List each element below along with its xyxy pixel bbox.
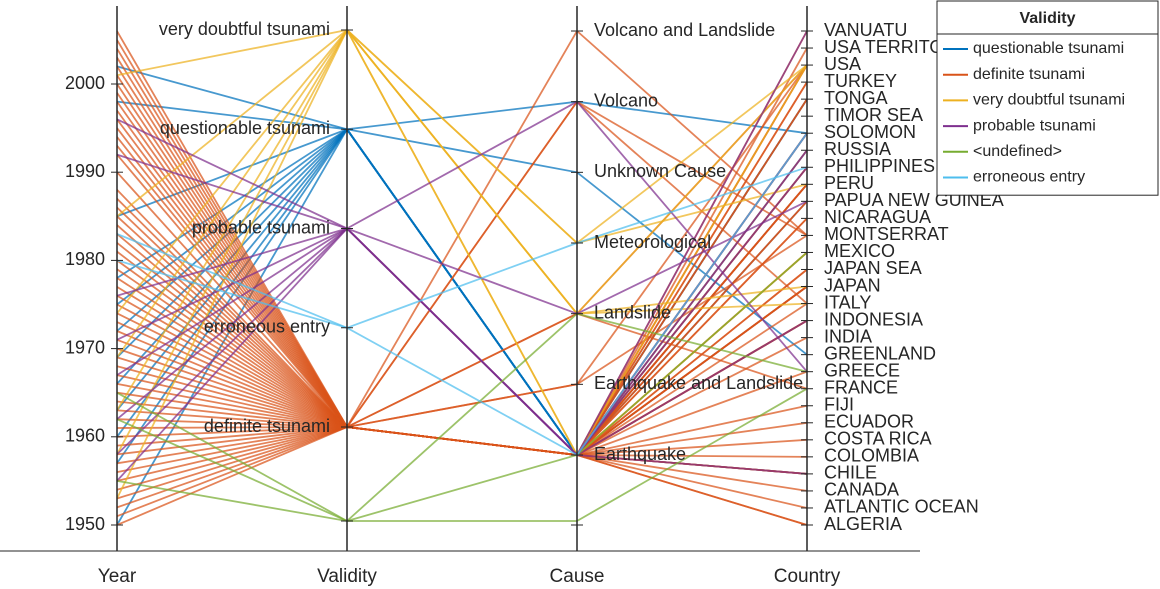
line-very-doubtful-tsunami-5 <box>116 28 808 244</box>
country-tick-label-greenland: GREENLAND <box>824 343 936 363</box>
country-tick-label-france: FRANCE <box>824 377 898 397</box>
line-definite-tsunami-50 <box>116 65 808 429</box>
cause-tick-label-unknown-cause: Unknown Cause <box>594 161 726 181</box>
legend-label-erroneous-entry: erroneous entry <box>973 169 1085 186</box>
axis-title-country: Country <box>774 566 841 587</box>
line-undefined-2 <box>116 251 808 522</box>
country-tick-label-peru: PERU <box>824 173 874 193</box>
country-tick-label-russia: RUSSIA <box>824 139 891 159</box>
year-tick-label-1990: 1990 <box>65 161 105 181</box>
country-tick-label-costa-rica: COSTA RICA <box>824 429 932 449</box>
year-tick-label-1950: 1950 <box>65 514 105 534</box>
legend-label-definite-tsunami: definite tsunami <box>973 66 1085 83</box>
country-tick-label-ecuador: ECUADOR <box>824 412 914 432</box>
line-probable-tsunami-4 <box>116 100 808 373</box>
year-tick-label-1960: 1960 <box>65 426 105 446</box>
country-tick-label-timor-sea: TIMOR SEA <box>824 105 923 125</box>
line-undefined-1 <box>116 312 808 523</box>
country-tick-label-philippines: PHILIPPINES <box>824 156 935 176</box>
year-tick-label-1970: 1970 <box>65 337 105 357</box>
line-definite-tsunami-45 <box>116 29 808 429</box>
country-tick-label-atlantic-ocean: ATLANTIC OCEAN <box>824 497 979 517</box>
country-tick-label-chile: CHILE <box>824 463 877 483</box>
legend-label-questionable-tsunami: questionable tsunami <box>973 40 1124 57</box>
cause-tick-label-volcano: Volcano <box>594 90 658 110</box>
country-tick-label-italy: ITALY <box>824 292 871 312</box>
legend-label-undefined: <undefined> <box>973 143 1062 160</box>
axis-title-year: Year <box>98 566 137 587</box>
country-tick-label-india: INDIA <box>824 326 872 346</box>
legend-box <box>936 0 1159 196</box>
country-tick-label-solomon: SOLOMON <box>824 122 916 142</box>
country-tick-label-turkey: TURKEY <box>824 71 897 91</box>
line-erroneous-entry-0 <box>116 166 808 329</box>
legend-label-probable-tsunami: probable tsunami <box>973 117 1096 134</box>
year-tick-label-1980: 1980 <box>65 249 105 269</box>
year-tick-label-2000: 2000 <box>65 73 105 93</box>
country-tick-label-indonesia: INDONESIA <box>824 309 923 329</box>
line-probable-tsunami-7 <box>116 118 808 315</box>
country-tick-label-japan: JAPAN <box>824 275 881 295</box>
cause-tick-label-volcano-and-landslide: Volcano and Landslide <box>594 20 775 40</box>
validity-tick-label-very-doubtful-tsunami: very doubtful tsunami <box>159 19 330 39</box>
country-tick-label-usa: USA <box>824 54 861 74</box>
country-tick-label-nicaragua: NICARAGUA <box>824 207 931 227</box>
country-tick-label-algeria: ALGERIA <box>824 514 902 534</box>
country-tick-label-mexico: MEXICO <box>824 241 895 261</box>
line-definite-tsunami-29 <box>116 268 808 429</box>
legend-title: Validity <box>1019 10 1075 27</box>
country-tick-label-usa-territory: USA TERRITORY <box>824 37 968 57</box>
axes-layer: Year Validity Cause Country 1950 1960 1970 1980… <box>0 6 1004 587</box>
validity-tick-label-probable-tsunami: probable tsunami <box>192 217 330 237</box>
country-tick-label-colombia: COLOMBIA <box>824 446 919 466</box>
legend: Validity questionable tsunami definite tsu… <box>936 0 1159 196</box>
line-very-doubtful-tsunami-4 <box>116 28 808 457</box>
line-undefined-0 <box>116 387 808 522</box>
legend-label-very-doubtful-tsunami: very doubtful tsunami <box>973 92 1125 109</box>
country-tick-label-vanuatu: VANUATU <box>824 20 907 40</box>
country-tick-label-greece: GREECE <box>824 360 900 380</box>
country-tick-label-fiji: FIJI <box>824 395 854 415</box>
cause-tick-label-earthquake-and-landslide: Earthquake and Landslide <box>594 373 803 393</box>
polylines-layer <box>116 28 808 526</box>
country-tick-label-canada: CANADA <box>824 480 899 500</box>
cause-tick-label-meteorological: Meteorological <box>594 232 711 252</box>
cause-tick-label-earthquake: Earthquake <box>594 444 686 464</box>
axis-title-cause: Cause <box>550 566 605 587</box>
validity-tick-label-erroneous-entry: erroneous entry <box>204 317 330 337</box>
line-definite-tsunami-15 <box>116 132 808 456</box>
line-probable-tsunami-6 <box>116 132 808 457</box>
axis-title-validity: Validity <box>317 566 377 587</box>
country-tick-label-montserrat: MONTSERRAT <box>824 224 949 244</box>
validity-tick-label-questionable-tsunami: questionable tsunami <box>160 118 330 138</box>
country-tick-label-tonga: TONGA <box>824 88 888 108</box>
line-very-doubtful-tsunami-6 <box>116 29 808 316</box>
cause-tick-label-landslide: Landslide <box>594 302 671 322</box>
validity-tick-label-definite-tsunami: definite tsunami <box>204 416 330 436</box>
line-questionable-tsunami-10 <box>116 100 808 356</box>
country-tick-label-japan-sea: JAPAN SEA <box>824 258 922 278</box>
line-erroneous-entry-1 <box>116 132 808 457</box>
